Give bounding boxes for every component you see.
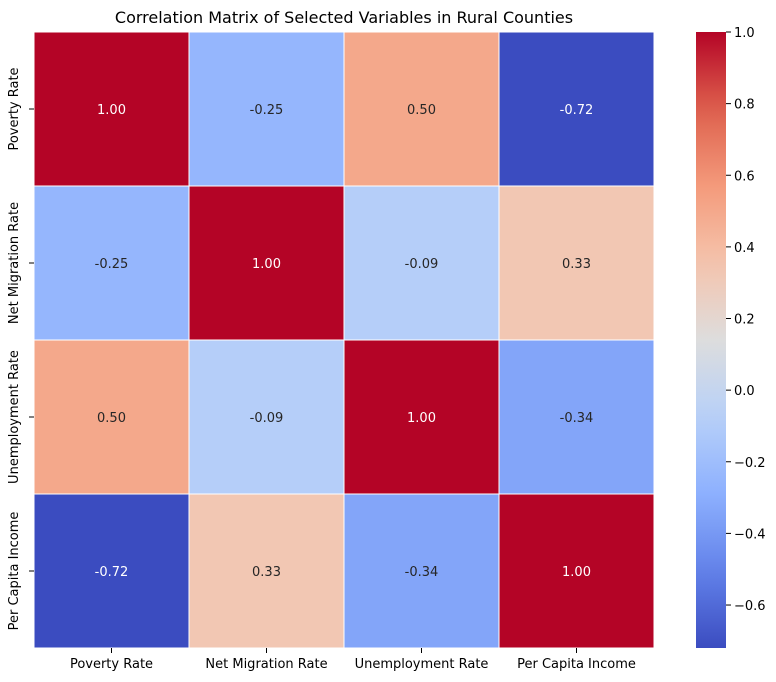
cell-value-label: -0.34 xyxy=(405,565,439,580)
colorbar-tick-label: 0.6 xyxy=(734,169,755,184)
y-tick-label: Net Migration Rate xyxy=(7,202,22,324)
chart-title: Correlation Matrix of Selected Variables… xyxy=(115,8,573,27)
cell-value-label: 1.00 xyxy=(252,257,281,272)
colorbar-tick-label: 0.2 xyxy=(734,313,755,328)
cell-value-label: -0.09 xyxy=(250,411,284,426)
colorbar: −0.6 −0.4 −0.2 0.0 0.2 0.4 0.6 0.8 1.0 xyxy=(696,26,766,648)
y-tick-label: Poverty Rate xyxy=(7,67,22,150)
cell-value-label: -0.72 xyxy=(560,103,594,118)
colorbar-tick-label: −0.2 xyxy=(734,456,766,471)
heatmap-cell xyxy=(343,185,500,341)
heatmap-cell xyxy=(188,339,345,495)
heatmap-cell xyxy=(33,493,190,649)
colorbar-scale xyxy=(696,32,726,648)
cell-value-label: 0.50 xyxy=(97,411,126,426)
cell-value-label: -0.72 xyxy=(95,565,129,580)
cell-value-label: 0.50 xyxy=(407,103,436,118)
cell-value-label: -0.25 xyxy=(250,103,284,118)
heatmap-cell xyxy=(498,339,655,495)
colorbar-tick-label: −0.4 xyxy=(734,527,766,542)
heatmap-cell xyxy=(343,493,500,649)
heatmap-cell xyxy=(33,185,190,341)
colorbar-tick-label: 0.8 xyxy=(734,98,755,113)
heatmap-cell xyxy=(188,31,345,187)
y-tick-label: Per Capita Income xyxy=(7,512,22,631)
cell-value-label: 1.00 xyxy=(97,103,126,118)
heatmap-cell xyxy=(498,185,655,341)
x-tick-label: Net Migration Rate xyxy=(205,657,327,672)
heatmap-cell xyxy=(498,493,655,649)
cell-value-label: -0.25 xyxy=(95,257,129,272)
colorbar-tick-label: 1.0 xyxy=(734,26,755,41)
colorbar-tick-label: 0.4 xyxy=(734,241,755,256)
x-tick-label: Per Capita Income xyxy=(517,657,636,672)
cell-value-label: -0.34 xyxy=(560,411,594,426)
heatmap-cell xyxy=(188,185,345,341)
heatmap-cells: 1.00 -0.25 0.50 -0.72 -0.25 1.00 -0.09 0.33 0.50… xyxy=(33,31,655,649)
cell-value-label: -0.09 xyxy=(405,257,439,272)
y-axis: Poverty Rate Net Migration Rate Unemployme… xyxy=(7,67,34,630)
cell-value-label: 0.33 xyxy=(252,565,281,580)
colorbar-tick-label: 0.0 xyxy=(734,384,755,399)
x-axis: Poverty Rate Net Migration Rate Unemployme… xyxy=(70,648,636,672)
x-tick-label: Poverty Rate xyxy=(70,657,153,672)
heatmap-cell xyxy=(188,493,345,649)
y-tick-label: Unemployment Rate xyxy=(7,350,22,484)
cell-value-label: 1.00 xyxy=(407,411,436,426)
heatmap-cell xyxy=(343,31,500,187)
cell-value-label: 0.33 xyxy=(562,257,591,272)
heatmap-cell xyxy=(33,31,190,187)
x-tick-label: Unemployment Rate xyxy=(355,657,489,672)
colorbar-tick-label: −0.6 xyxy=(734,599,766,614)
heatmap-cell xyxy=(498,31,655,187)
cell-value-label: 1.00 xyxy=(562,565,591,580)
